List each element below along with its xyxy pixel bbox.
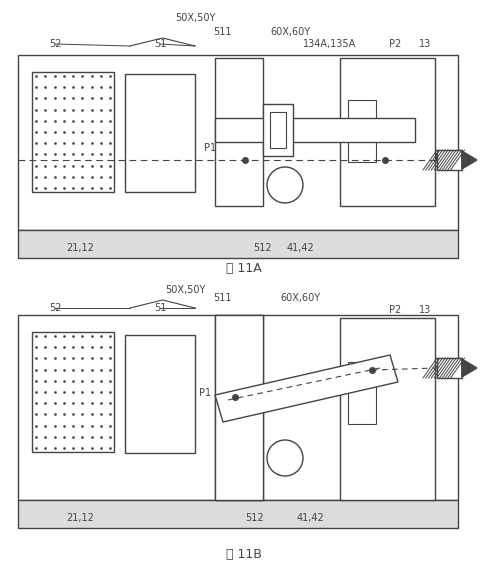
Bar: [263, 104, 293, 156]
Text: 图 11B: 图 11B: [226, 549, 262, 562]
Text: P2: P2: [389, 305, 401, 315]
Text: D1,D2: D1,D2: [435, 153, 466, 163]
Text: 52: 52: [49, 303, 61, 313]
Circle shape: [267, 167, 303, 203]
Bar: [215, 118, 415, 142]
Bar: [340, 318, 435, 500]
Text: 60X,60Y: 60X,60Y: [280, 293, 320, 303]
Text: 41,42: 41,42: [286, 243, 314, 253]
Bar: [215, 315, 263, 500]
Text: P1: P1: [199, 388, 211, 398]
Bar: [348, 100, 376, 162]
Text: 51: 51: [154, 303, 166, 313]
Bar: [215, 315, 263, 500]
Bar: [270, 112, 286, 148]
Circle shape: [267, 440, 303, 476]
Bar: [437, 150, 462, 170]
Bar: [125, 335, 195, 453]
Text: P2: P2: [389, 39, 401, 49]
Text: 图 11A: 图 11A: [226, 262, 262, 274]
Text: 511: 511: [213, 27, 231, 37]
Text: 21,12: 21,12: [66, 513, 94, 523]
Text: P1: P1: [204, 143, 216, 153]
Text: 60X,60Y: 60X,60Y: [270, 27, 310, 37]
Text: 50X,50Y: 50X,50Y: [175, 13, 215, 23]
Bar: [18, 230, 458, 258]
Text: 134A,135A: 134A,135A: [304, 39, 357, 49]
Bar: [340, 58, 435, 206]
Text: 21,12: 21,12: [66, 243, 94, 253]
Text: 51: 51: [154, 39, 166, 49]
Text: D2: D2: [338, 383, 352, 393]
Bar: [348, 362, 376, 424]
Bar: [18, 500, 458, 528]
Polygon shape: [215, 355, 398, 422]
Text: 41,42: 41,42: [296, 513, 324, 523]
Bar: [18, 55, 458, 230]
Bar: [18, 315, 458, 500]
Bar: [125, 74, 195, 192]
Text: 512: 512: [253, 243, 271, 253]
Text: 50X,50Y: 50X,50Y: [165, 285, 205, 295]
Text: 511: 511: [213, 293, 231, 303]
Text: 13: 13: [419, 305, 431, 315]
Text: 13: 13: [419, 39, 431, 49]
Text: D1: D1: [443, 361, 457, 371]
Bar: [32, 72, 114, 192]
Bar: [32, 332, 114, 452]
Bar: [215, 58, 263, 206]
Bar: [437, 358, 462, 378]
Polygon shape: [462, 151, 477, 169]
Text: 52: 52: [49, 39, 61, 49]
Polygon shape: [462, 359, 477, 377]
Text: 512: 512: [245, 513, 264, 523]
